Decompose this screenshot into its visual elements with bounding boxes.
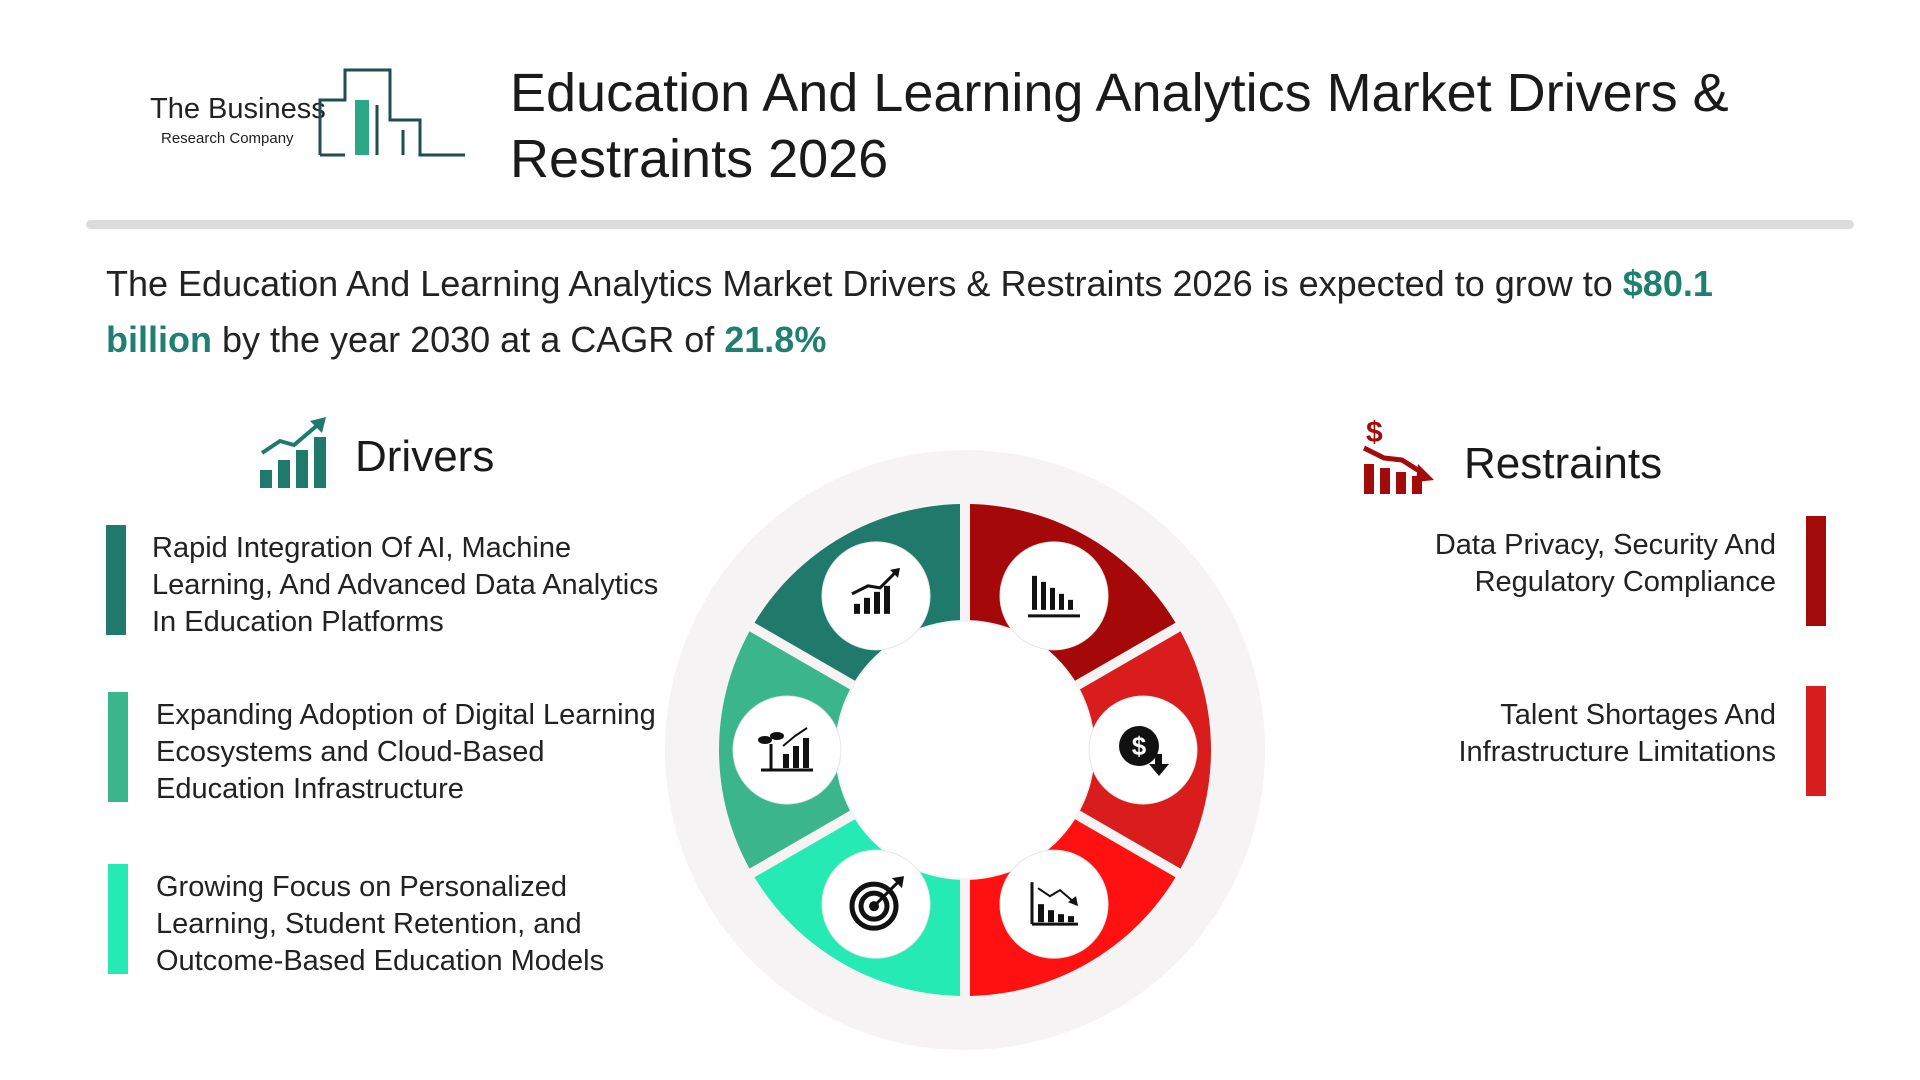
svg-text:$: $ xyxy=(1366,416,1383,449)
summary-cagr: 21.8% xyxy=(724,319,827,360)
growth-chart-icon xyxy=(821,541,931,651)
driver-bar-3 xyxy=(108,864,128,974)
drivers-restraints-wheel: $ xyxy=(665,450,1265,1050)
driver-text-2: Expanding Adoption of Digital Learning E… xyxy=(156,699,656,805)
driver-text-1: Rapid Integration Of AI, Machine Learnin… xyxy=(152,532,659,638)
restraint-bar-2 xyxy=(1806,686,1826,796)
declining-chart-icon xyxy=(999,849,1109,959)
logo-bar-green xyxy=(355,100,369,155)
wheel-center xyxy=(837,622,1093,878)
driver-bar-2 xyxy=(108,692,128,802)
header-divider xyxy=(86,220,1854,229)
wheel-icons: $ xyxy=(732,541,1198,959)
page-title: Education And Learning Analytics Market … xyxy=(510,63,1729,189)
summary-value: $80.1 billion xyxy=(106,263,1713,360)
summary-middle: by the year 2030 at a CAGR of xyxy=(211,319,725,360)
company-logo: The Business Research Company xyxy=(150,68,465,157)
dollar-decline-chart-icon: $ xyxy=(1362,416,1434,494)
restraints-heading: Restraints xyxy=(1464,439,1663,488)
logo-line2: Research Company xyxy=(161,130,294,147)
logo-line1: The Business xyxy=(150,93,326,125)
target-icon xyxy=(821,849,931,959)
driver-text-3: Growing Focus on Personalized Learning, … xyxy=(156,871,605,977)
restraint-text-1: Data Privacy, Security And Regulatory Co… xyxy=(1434,529,1776,598)
summary-prefix: The Education And Learning Analytics Mar… xyxy=(106,263,1623,304)
declining-bar-chart-icon xyxy=(999,541,1109,651)
summary-text: The Education And Learning Analytics Mar… xyxy=(106,256,1826,368)
bar-chart-growth-icon xyxy=(260,417,326,488)
restraint-bar-1 xyxy=(1806,516,1826,626)
restraint-text-2: Talent Shortages And Infrastructure Limi… xyxy=(1458,699,1776,768)
plant-growth-chart-icon xyxy=(732,695,842,805)
dollar-down-icon: $ xyxy=(1088,695,1198,805)
svg-text:$: $ xyxy=(1132,731,1147,761)
driver-bar-1 xyxy=(106,525,126,635)
drivers-heading: Drivers xyxy=(355,432,495,481)
